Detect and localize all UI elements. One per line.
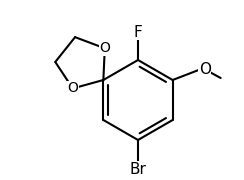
Text: F: F xyxy=(134,24,142,39)
Text: Br: Br xyxy=(130,161,146,177)
Text: O: O xyxy=(199,62,211,76)
Text: O: O xyxy=(67,81,78,95)
Text: O: O xyxy=(99,41,110,55)
